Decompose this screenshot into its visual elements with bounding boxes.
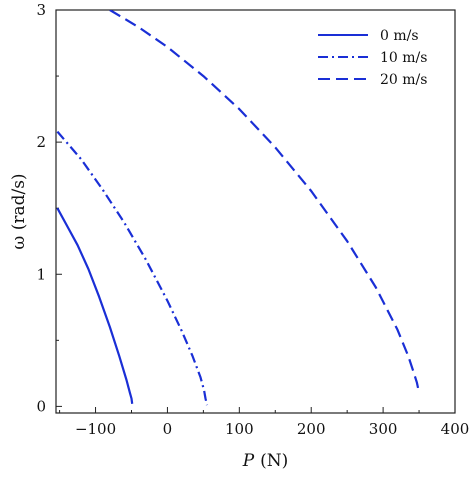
axes: −100 0 100 200 300 400 0 1 2 3 P (N) ω (rad/s) bbox=[9, 1, 469, 471]
y-tick-label: 1 bbox=[36, 265, 46, 283]
series-lines bbox=[56, 10, 421, 406]
x-tick-label: 0 bbox=[163, 420, 173, 438]
legend-label-3: 20 m/s bbox=[380, 72, 427, 88]
legend: 0 m/s 10 m/s 20 m/s bbox=[318, 28, 427, 88]
y-axis-label: ω (rad/s) bbox=[9, 173, 29, 249]
legend-label-2: 10 m/s bbox=[380, 50, 427, 66]
x-axis-unit: (N) bbox=[260, 451, 288, 471]
y-tick-label: 2 bbox=[36, 133, 46, 151]
y-tick-label: 0 bbox=[36, 397, 46, 415]
series-line-1 bbox=[56, 207, 134, 404]
x-tick-label: 100 bbox=[225, 420, 254, 438]
x-axis-symbol: P bbox=[242, 451, 255, 471]
series-line-2 bbox=[56, 130, 209, 406]
legend-label-1: 0 m/s bbox=[380, 28, 419, 44]
x-tick-label: 300 bbox=[369, 420, 398, 438]
plot-frame bbox=[55, 9, 456, 414]
y-tick-label: 3 bbox=[36, 1, 46, 19]
x-tick-label: 400 bbox=[441, 420, 470, 438]
x-tick-label: −100 bbox=[75, 420, 116, 438]
series-line-3 bbox=[109, 10, 421, 394]
x-axis-label: P (N) bbox=[242, 451, 289, 471]
x-tick-label: 200 bbox=[297, 420, 326, 438]
